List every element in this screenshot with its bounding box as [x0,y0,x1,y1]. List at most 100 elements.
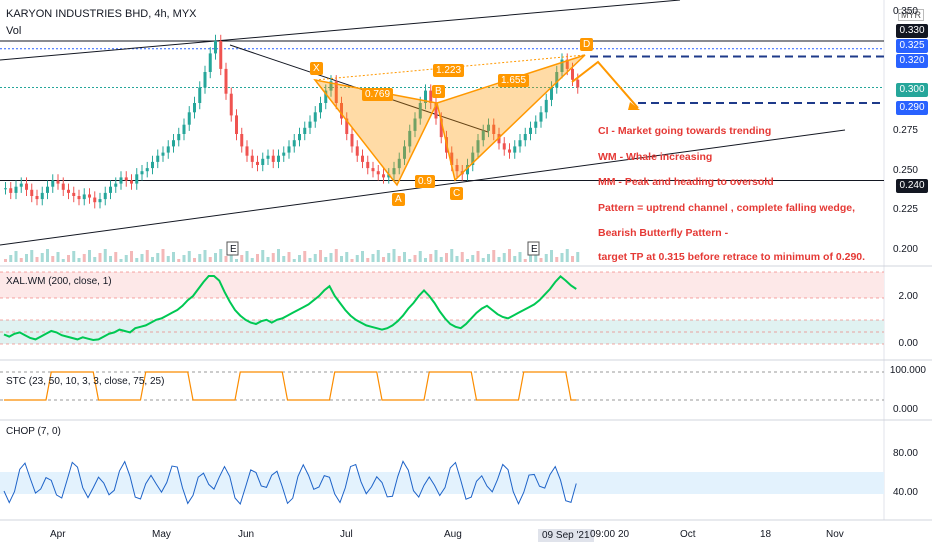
candle-body [308,121,312,128]
candle-body [30,189,34,196]
candle-body [529,127,532,134]
annotation-line: WM - Whale increasing [598,151,713,163]
volume-bar [424,258,427,262]
volume-bar [565,249,569,262]
volume-bar [182,255,186,262]
candle-body [156,155,160,162]
candle-body [534,121,538,128]
volume-bar [114,252,118,262]
candle-body [261,158,265,165]
candle-body [518,140,522,147]
stc-pane-title: STC (23, 50, 10, 3, 3, close, 75, 25) [6,376,165,387]
candle-body [434,103,438,119]
candle-body [319,103,322,113]
channel-top-line [0,0,681,61]
volume-bar [187,251,191,262]
butterfly-xd-line [314,54,586,81]
candle-body [35,196,39,200]
time-label-apr: Apr [50,529,66,540]
annotation-line: target TP at 0.315 before retrace to min… [598,251,866,263]
candle-body [130,180,133,184]
candle-body [550,87,553,100]
candle-body [571,68,574,80]
candle-body [72,192,76,196]
volume-bar [103,249,107,262]
volume-bar [177,259,181,262]
candle-body [14,186,18,193]
chop-band [0,472,884,494]
volume-bar [492,250,496,262]
volume-bar [119,259,123,262]
candle-body [382,174,385,178]
candle-body [214,41,217,54]
volume-bar [355,255,359,262]
volume-bar [25,254,28,262]
currency-badge[interactable]: MYR [898,9,924,21]
volume-bar [366,258,370,262]
volume-bar [124,255,128,262]
annotation-line: MM - Peak and heading to oversold [598,176,774,188]
volume-bar [135,258,139,262]
candle-body [208,53,212,72]
volume-bar [224,256,228,262]
candle-body [492,124,496,134]
volume-bar [418,251,422,262]
volume-bar [413,255,417,262]
pattern-point-label: X [310,62,323,75]
wm-line [3,275,577,342]
candle-body [429,90,433,103]
volume-bar [539,258,543,262]
candle-body [292,140,296,147]
volume-bar [361,251,364,262]
candle-body [471,152,475,165]
candle-body [523,134,527,141]
volume-bar [14,251,18,262]
pattern-point-label: B [432,85,445,98]
volume-bar [203,250,207,262]
volume-bar [88,250,91,262]
candle-body [103,192,107,200]
volume-bar [508,249,511,262]
volume-bar [408,259,412,262]
volume-bar [460,252,464,262]
candle-body [560,59,564,72]
volume-bar [229,252,233,262]
candle-body [51,180,55,187]
candle-body [198,87,202,103]
candle-body [135,174,139,184]
candle-body [371,168,375,172]
volume-bar [151,257,154,262]
candle-body [182,124,186,134]
volume-bar [481,258,485,262]
candle-body [9,188,13,193]
candle-body [266,155,270,159]
volume-bar [313,254,317,262]
pattern-point-label: D [580,38,594,51]
candle-body [245,146,249,156]
volume-bar [560,253,564,262]
annotation-line: Pattern = uptrend channel , complete fal… [598,202,856,214]
candle-body [88,194,91,198]
candle-body [193,103,196,113]
candle-body [46,186,49,193]
volume-bar [576,252,580,262]
price-tick: 0.250 [892,165,918,176]
volume-bar [434,250,438,262]
candle-body [172,140,175,147]
volume-label: Vol [6,25,22,37]
projection-arrowhead [628,102,640,110]
price-tag: 0.325 [896,39,928,53]
candle-body [439,118,443,138]
volume-bar [61,259,65,262]
volume-bar [455,256,459,262]
candle-body [109,186,112,193]
pattern-point-label: C [450,187,464,200]
volume-bar [502,253,506,262]
candle-body [177,134,181,141]
volume-bar [235,259,238,262]
volume-bar [513,256,517,262]
candle-body [151,161,154,169]
candle-body [565,59,569,69]
volume-bar [340,256,343,262]
candle-body [418,103,422,119]
